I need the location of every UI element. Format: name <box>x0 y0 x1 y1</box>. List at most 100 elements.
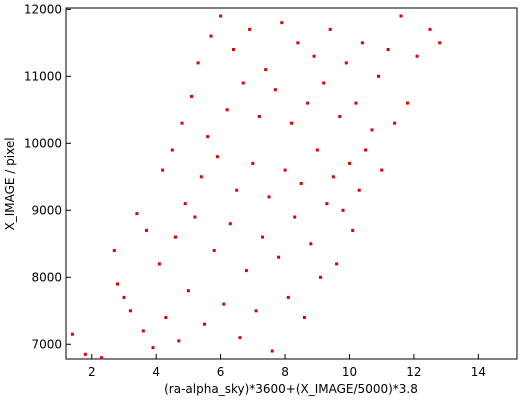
data-point <box>225 108 229 112</box>
data-point <box>273 88 277 92</box>
data-point <box>83 352 87 356</box>
data-point <box>348 161 351 165</box>
data-point <box>286 295 290 299</box>
data-point <box>112 249 116 252</box>
data-point <box>306 101 310 105</box>
data-markers <box>70 14 442 360</box>
y-tick-label: 8000 <box>31 270 62 284</box>
data-point <box>70 332 74 336</box>
plot-area <box>65 7 518 360</box>
y-axis-title: X_IMAGE / pixel <box>3 137 17 230</box>
data-point <box>209 34 213 38</box>
data-point <box>261 235 264 239</box>
data-point <box>248 27 252 31</box>
data-point <box>364 148 368 152</box>
data-point <box>254 309 258 313</box>
y-tick-label: 11000 <box>24 69 62 83</box>
data-point <box>145 228 148 232</box>
data-point <box>315 148 319 152</box>
data-point <box>380 168 384 172</box>
data-point <box>335 262 339 266</box>
y-axis-ticks: 7000 8000 9000 10000 11000 12000 <box>24 2 71 351</box>
x-axis-title: (ra-alpha_sky)*3600+(X_IMAGE/5000)*3.8 <box>164 382 418 396</box>
data-point <box>122 295 126 299</box>
data-point <box>406 101 409 105</box>
y-tick-label: 12000 <box>24 2 62 16</box>
data-point <box>157 262 161 266</box>
data-point <box>251 161 255 165</box>
data-point <box>331 175 335 179</box>
data-point <box>161 168 165 172</box>
x-axis-ticks: 2 4 6 8 10 12 14 <box>88 354 486 379</box>
data-point <box>180 121 184 125</box>
data-point <box>290 121 293 125</box>
data-point <box>128 309 132 313</box>
data-point <box>212 249 216 252</box>
data-point <box>170 148 174 152</box>
data-point <box>99 356 103 360</box>
data-point <box>341 208 345 212</box>
data-point <box>267 195 271 199</box>
data-point <box>338 115 342 118</box>
data-point <box>277 255 281 259</box>
x-tick-label: 8 <box>281 365 289 379</box>
y-tick-label: 7000 <box>31 337 62 351</box>
data-point <box>116 282 119 286</box>
data-point <box>360 41 364 45</box>
x-tick-label: 12 <box>406 365 421 379</box>
data-point <box>299 182 303 185</box>
data-point <box>302 316 306 319</box>
data-point <box>270 349 274 353</box>
data-point <box>196 61 200 65</box>
data-point <box>241 81 245 85</box>
data-point <box>135 212 139 216</box>
data-point <box>438 41 442 45</box>
data-point <box>351 228 355 232</box>
data-point <box>309 242 313 246</box>
data-point <box>370 128 374 132</box>
data-point <box>183 202 187 206</box>
data-point <box>386 48 390 51</box>
data-point <box>319 275 322 279</box>
data-point <box>219 14 223 18</box>
data-point <box>232 48 235 51</box>
data-point <box>215 155 219 159</box>
data-point <box>293 215 297 219</box>
data-point <box>354 101 358 105</box>
data-point <box>235 188 239 192</box>
data-point <box>344 61 348 65</box>
data-point <box>399 14 403 18</box>
data-point <box>264 68 268 72</box>
data-point <box>186 289 190 293</box>
data-point <box>283 168 287 172</box>
data-point <box>193 215 197 219</box>
data-point <box>141 329 145 333</box>
data-point <box>199 175 203 179</box>
data-point <box>244 269 248 273</box>
data-point <box>177 339 181 343</box>
x-tick-label: 14 <box>471 365 486 379</box>
data-point <box>312 54 316 58</box>
data-point <box>257 115 261 118</box>
data-point <box>280 21 284 25</box>
data-point <box>428 27 432 31</box>
data-point <box>222 302 226 306</box>
data-point <box>206 135 210 139</box>
data-point <box>415 54 419 58</box>
x-tick-label: 4 <box>152 365 160 379</box>
data-point <box>174 235 177 239</box>
x-tick-label: 6 <box>217 365 225 379</box>
data-point <box>328 27 332 31</box>
x-tick-label: 10 <box>342 365 357 379</box>
data-point <box>322 81 326 85</box>
y-tick-label: 9000 <box>31 203 62 217</box>
data-point <box>151 346 155 350</box>
data-point <box>164 316 168 319</box>
x-tick-label: 2 <box>88 365 96 379</box>
data-point <box>190 94 194 98</box>
data-point <box>228 222 232 226</box>
data-point <box>357 188 361 192</box>
data-point <box>238 336 242 340</box>
data-point <box>203 322 206 326</box>
